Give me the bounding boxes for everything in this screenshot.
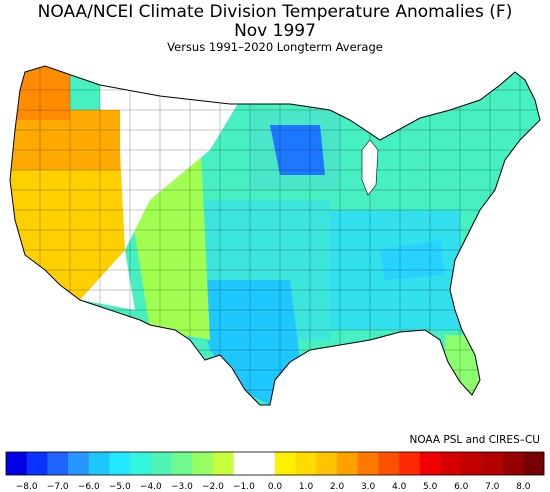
legend-tick-label: 6.0 [454,482,469,492]
legend-swatch [378,452,400,475]
legend-swatch [481,452,503,475]
legend-tick-label: −4.0 [140,482,162,492]
legend-swatch [275,452,296,475]
legend-tick-label: 4.0 [392,482,407,492]
legend-swatch [109,452,131,475]
legend-swatch [150,452,172,475]
legend-tick-label: 7.0 [485,482,500,492]
legend-swatch [254,452,276,475]
legend-swatch [130,452,152,475]
map-title: NOAA/NCEI Climate Division Temperature A… [37,2,513,22]
legend-swatch [502,452,524,475]
legend-swatch [461,452,483,475]
legend-swatch [88,452,110,475]
legend-tick-label: −2.0 [202,482,224,492]
legend-swatch [192,452,214,475]
map-period: Nov 1997 [234,21,316,41]
legend-swatch [399,452,421,475]
legend-tick-label: 8.0 [516,482,531,492]
legend-tick-label: −7.0 [47,482,69,492]
lake-michigan [361,139,379,196]
legend-swatch [47,452,69,475]
legend-tick-label: −8.0 [16,482,38,492]
legend-tick-label: −1.0 [233,482,255,492]
legend-swatch [316,452,338,475]
legend-tick-label: −6.0 [78,482,100,492]
legend-swatch [212,452,234,475]
legend-tick-label: −3.0 [171,482,193,492]
legend-swatch [295,452,317,475]
legend-tick-label: −5.0 [109,482,131,492]
legend-swatch [419,452,441,475]
legend-swatch [357,452,379,475]
map-subtitle: Versus 1991–2020 Longterm Average [167,40,383,54]
legend-swatch [26,452,48,475]
legend-swatch [6,452,27,475]
legend-tick-label: 0.0 [268,482,283,492]
legend-swatch [68,452,90,475]
legend-swatch [440,452,462,475]
legend-frame [5,451,545,476]
legend-swatch [523,452,545,475]
region-fill-oregon [10,110,120,170]
legend-swatch [233,452,255,475]
region-fill-texas [190,280,300,405]
credit-text: NOAA PSL and CIRES–CU [409,434,541,446]
legend-swatch [337,452,359,475]
legend-tick-label: 5.0 [423,482,438,492]
legend-tick-label: 3.0 [361,482,376,492]
legend-swatch [171,452,193,475]
legend-tick-label: 1.0 [299,482,314,492]
legend-tick-label: 2.0 [330,482,345,492]
us-outline [9,65,541,406]
